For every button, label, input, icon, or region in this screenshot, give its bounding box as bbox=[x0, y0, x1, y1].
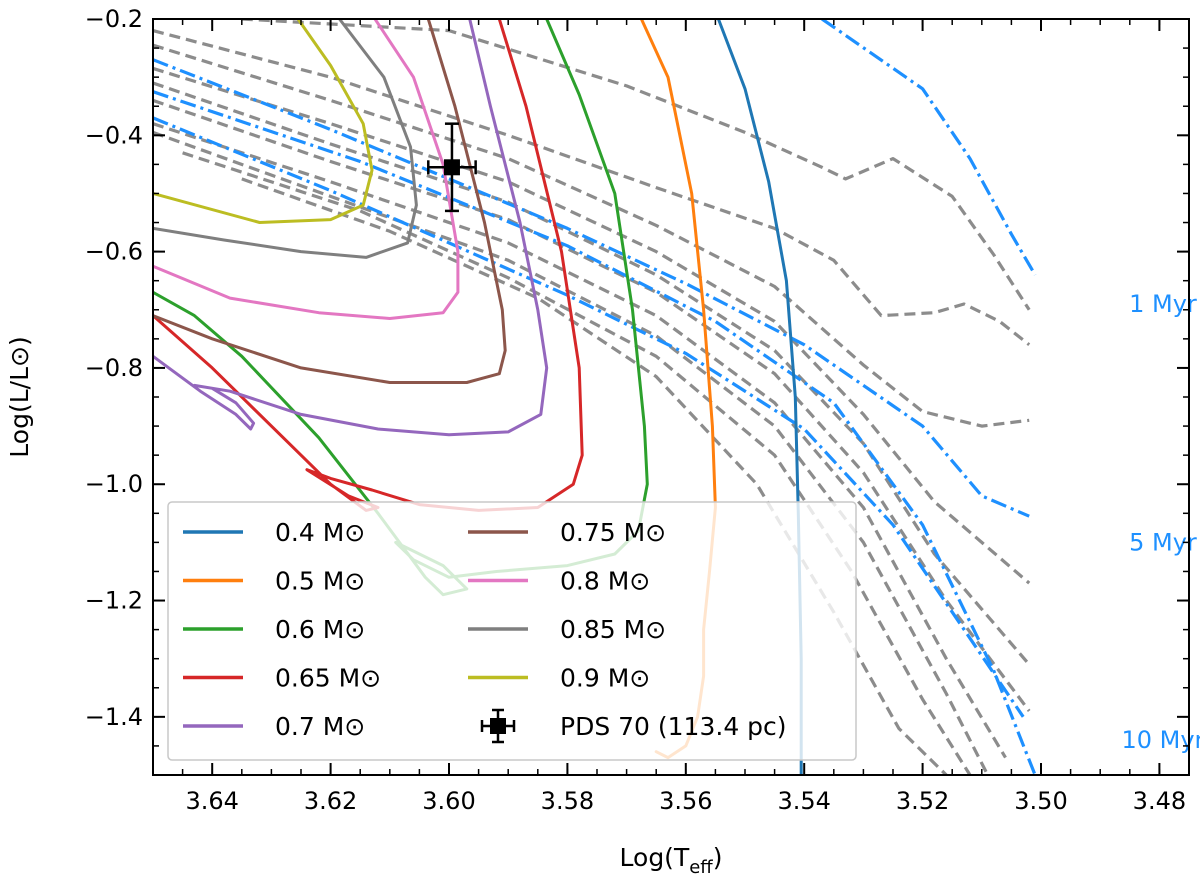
mass-track-0-9-msun bbox=[153, 19, 374, 224]
isochrone-1-myr bbox=[821, 19, 1037, 276]
legend-label: 0.65 M⊙ bbox=[275, 664, 381, 693]
grey-isochrone-7 bbox=[153, 122, 1007, 759]
grey-isochrone-9 bbox=[182, 151, 972, 775]
legend-label: PDS 70 (113.4 pc) bbox=[560, 712, 787, 741]
x-tick-label: 3.50 bbox=[1014, 787, 1067, 815]
isochrone-label-1-myr: 1 Myr bbox=[1129, 290, 1197, 318]
x-tick-label: 3.60 bbox=[422, 787, 475, 815]
y-tick-label: −0.4 bbox=[85, 121, 143, 149]
x-axis-title-close: ) bbox=[713, 843, 723, 872]
isochrone-5-myr bbox=[153, 58, 1030, 518]
x-tick-label: 3.64 bbox=[185, 787, 238, 815]
legend-label: 0.8 M⊙ bbox=[560, 567, 650, 596]
grey-isochrone-8 bbox=[153, 130, 990, 775]
mass-track-0-85-msun bbox=[153, 19, 418, 259]
pds70-marker bbox=[443, 159, 460, 176]
x-tick-label: 3.52 bbox=[896, 787, 949, 815]
legend-item-0-65-msun: 0.65 M⊙ bbox=[183, 664, 381, 693]
isochrone-label-10-myr: 10 Myr bbox=[1121, 726, 1200, 754]
x-tick-label: 3.48 bbox=[1133, 787, 1186, 815]
isochrone-10-myr bbox=[153, 116, 1025, 718]
y-tick-label: −0.8 bbox=[85, 354, 143, 382]
grey-isochrone-1 bbox=[241, 19, 1031, 311]
legend-item-0-85-msun: 0.85 M⊙ bbox=[468, 615, 666, 644]
grey-isochrone-5 bbox=[153, 81, 1031, 666]
grey-isochrone-6 bbox=[153, 98, 1031, 712]
legend-label: 0.5 M⊙ bbox=[275, 567, 365, 596]
legend-label: 0.4 M⊙ bbox=[275, 518, 365, 547]
y-tick-label: −1.4 bbox=[85, 703, 143, 731]
legend-label: 0.85 M⊙ bbox=[560, 615, 666, 644]
grey-isochrone-4 bbox=[153, 66, 1031, 585]
legend-label: 0.75 M⊙ bbox=[560, 518, 666, 547]
x-axis-title-subscript: eff bbox=[689, 857, 713, 878]
y-tick-label: −1.0 bbox=[85, 470, 143, 498]
mass-track-0-7-msun bbox=[153, 19, 549, 437]
x-axis-title-main: Log(T bbox=[620, 843, 690, 872]
x-axis-title: Log(Teff) bbox=[620, 843, 723, 878]
legend-item-pds-70-113-4-pc: PDS 70 (113.4 pc) bbox=[480, 708, 787, 744]
grey-isochrone-2 bbox=[153, 29, 1031, 346]
legend-item-0-6-msun: 0.6 M⊙ bbox=[183, 615, 365, 644]
x-tick-label: 3.62 bbox=[304, 787, 357, 815]
grey-isochrone-3 bbox=[153, 43, 1030, 428]
legend-label: 0.9 M⊙ bbox=[560, 664, 650, 693]
legend-item-0-9-msun: 0.9 M⊙ bbox=[468, 664, 650, 693]
legend-item-0-4-msun: 0.4 M⊙ bbox=[183, 518, 365, 547]
legend-item-0-5-msun: 0.5 M⊙ bbox=[183, 567, 365, 596]
isochrone-unlabeled-3 bbox=[153, 90, 1037, 775]
mass-track-0-75-msun bbox=[153, 19, 507, 384]
y-tick-label: −0.2 bbox=[85, 5, 143, 33]
legend-item-0-75-msun: 0.75 M⊙ bbox=[468, 518, 666, 547]
legend-label: 0.6 M⊙ bbox=[275, 615, 365, 644]
pds70-data-point bbox=[427, 122, 477, 213]
x-tick-label: 3.56 bbox=[659, 787, 712, 815]
legend-label: 0.7 M⊙ bbox=[275, 712, 365, 741]
legend-item-0-8-msun: 0.8 M⊙ bbox=[468, 567, 650, 596]
y-tick-label: −1.2 bbox=[85, 587, 143, 615]
x-tick-label: 3.54 bbox=[777, 787, 830, 815]
y-tick-label: −0.6 bbox=[85, 238, 143, 266]
mass-track-0-8-msun bbox=[153, 19, 460, 320]
legend-swatch-marker bbox=[490, 718, 506, 734]
grey-isochrone-10 bbox=[241, 177, 948, 775]
legend: 0.4 M⊙ 0.5 M⊙ 0.6 M⊙ 0.65 M⊙ 0.7 M⊙ 0.75 M⊙ 0.… bbox=[167, 501, 857, 761]
legend-item-0-7-msun: 0.7 M⊙ bbox=[183, 712, 365, 741]
y-axis-title: Log(L/L⊙) bbox=[5, 336, 34, 457]
mass-track-0-65-msun bbox=[153, 19, 584, 512]
legend-box bbox=[167, 501, 857, 761]
x-tick-label: 3.58 bbox=[541, 787, 594, 815]
